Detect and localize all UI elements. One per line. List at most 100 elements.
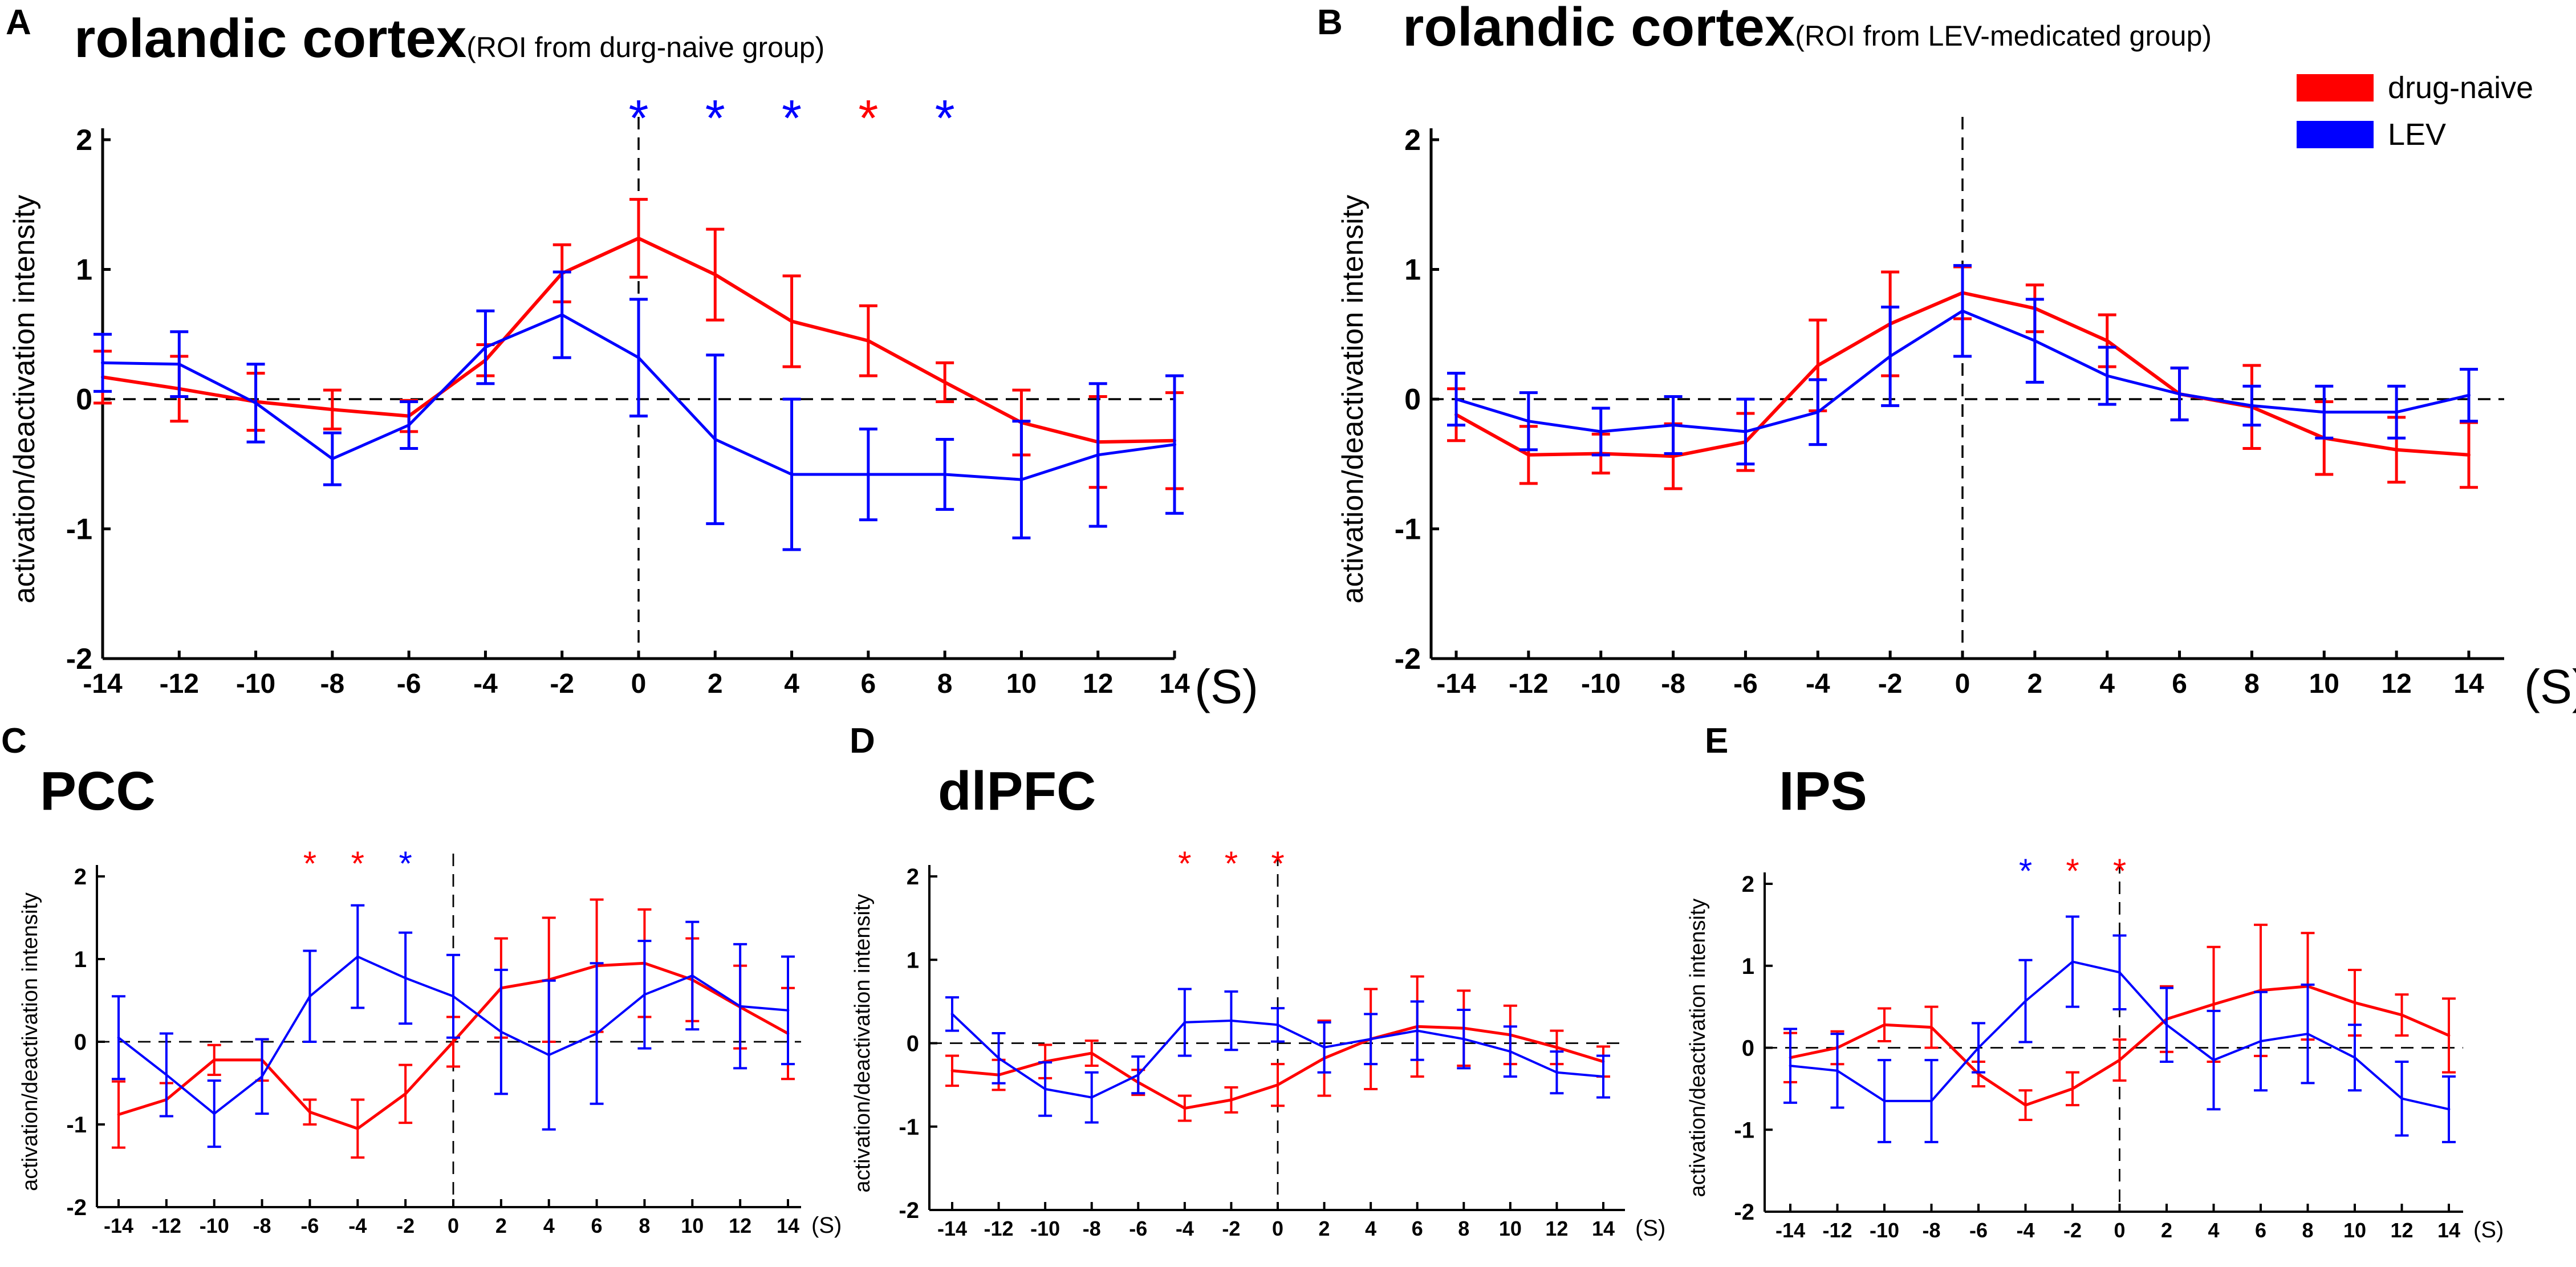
panel-a-series-lev-point [1019, 478, 1023, 482]
panel-a-significance-star: * [705, 90, 725, 147]
panel-b-series-drug-naive-point [2395, 448, 2399, 452]
panel-d-x-tick-label: 14 [1592, 1217, 1615, 1240]
panel-b-y-tick-label: -2 [1395, 643, 1421, 676]
panel-c-title: PCC [40, 761, 156, 822]
panel-a-x-tick-label: 0 [631, 669, 647, 699]
panel-d-series-lev-point [1602, 1075, 1605, 1078]
panel-a-series-lev-point [330, 457, 334, 461]
panel-a-series-drug-naive-point [713, 273, 717, 277]
panel-d-series-lev-point [1369, 1037, 1372, 1041]
panel-b-series-lev-point [2177, 392, 2181, 396]
panel-b-series-lev-point [2322, 410, 2326, 414]
panel-b-x-tick-label: 4 [2099, 669, 2115, 699]
panel-b-series-drug-naive-point [1526, 453, 1530, 457]
panel-e-x-tick-label: 6 [2255, 1219, 2266, 1242]
panel-d-y-tick-label: -1 [899, 1115, 919, 1140]
panel-d-series-drug-naive-point [950, 1069, 954, 1073]
panel-b-x-unit: (S) [2524, 660, 2576, 713]
panel-c-x-tick-label: -12 [152, 1214, 181, 1237]
panel-e-series-lev-point [2165, 1023, 2168, 1026]
panel-e-x-tick-label: -4 [2016, 1219, 2034, 1242]
panel-c-significance-star: * [303, 844, 316, 883]
panel-d-series-lev-point [1555, 1071, 1558, 1074]
panel-b-x-tick-label: 0 [1955, 669, 1970, 699]
panel-a-series-lev-point [1173, 442, 1176, 446]
panel-e-series-lev-point [1789, 1064, 1792, 1067]
panel-d-x-tick-label: -2 [1222, 1217, 1240, 1240]
panel-c-y-tick-label: 2 [74, 864, 87, 890]
panel-c-x-tick-label: -2 [396, 1214, 415, 1237]
panel-a-x-tick-label: -14 [83, 669, 123, 699]
panel-c-series-lev-point [786, 1009, 790, 1012]
panel-c-series-lev-point [595, 1032, 598, 1035]
panel-c-series-lev-point [356, 955, 359, 959]
panel-a-x-tick-label: -2 [550, 669, 574, 699]
panel-c-series-lev-point [499, 1030, 503, 1033]
panel-e-series-drug-naive-point [2118, 1058, 2121, 1062]
panel-e-x-tick-label: -6 [1969, 1219, 1988, 1242]
panel-c-significance-star: * [351, 844, 364, 883]
panel-e-y-tick-label: 0 [1742, 1036, 1754, 1061]
panel-b-y-tick-label: 1 [1404, 254, 1421, 287]
panel-d-y-tick-label: 0 [907, 1032, 919, 1057]
panel-a-series-lev-point [637, 356, 640, 360]
panel-d-series-lev-point [1509, 1050, 1512, 1053]
panel-a-series-lev-point [254, 401, 258, 405]
panel-e-series-lev-point [2353, 1056, 2356, 1059]
panel-e-x-tick-label: -10 [1870, 1219, 1899, 1242]
panel-a-series-drug-naive-point [330, 408, 334, 412]
panel-e-series-lev-point [2071, 960, 2074, 963]
panel-letter-d: D [850, 721, 875, 761]
panel-letter-a: A [6, 3, 31, 42]
panel-e-series-lev-point [1930, 1099, 1933, 1103]
panel-d-series-drug-naive-point [1276, 1083, 1279, 1087]
panel-a-y-tick-label: 0 [76, 383, 92, 416]
panel-b-series-lev-point [1961, 309, 1964, 313]
panel-d-x-unit: (S) [1635, 1216, 1665, 1241]
panel-a-significance-star: * [782, 90, 802, 147]
panel-b-series-drug-naive-point [1671, 454, 1675, 458]
panel-c-y-tick-label: 1 [74, 947, 87, 972]
panel-a-x-tick-label: 12 [1083, 669, 1113, 699]
panel-a-y-axis-label: activation/deactivation intensity [8, 195, 41, 604]
panel-b-series-lev-point [2467, 393, 2471, 397]
panel-b-x-tick-label: 12 [2381, 669, 2411, 699]
panel-c-series-lev-point [690, 974, 694, 977]
panel-a-x-tick-label: 6 [861, 669, 876, 699]
panel-b-series-drug-naive-point [2105, 339, 2109, 343]
panel-d-x-tick-label: -8 [1083, 1217, 1101, 1240]
panel-d-series-lev-point [1183, 1021, 1187, 1024]
panel-d-series-lev-point [1090, 1096, 1094, 1099]
panel-c-x-tick-label: -14 [104, 1214, 133, 1237]
panel-c-x-tick-label: -8 [253, 1214, 271, 1237]
panel-a-x-tick-label: -10 [236, 669, 275, 699]
panel-a-y-tick-label: -2 [66, 643, 92, 676]
panel-b-series-lev-point [1454, 397, 1458, 401]
panel-b-x-tick-label: 6 [2172, 669, 2187, 699]
panel-a: A rolandic cortex(ROI from durg-naive gr… [6, 3, 1258, 713]
panel-d-x-tick-label: -14 [937, 1217, 967, 1240]
panel-a-x-unit: (S) [1194, 660, 1258, 713]
panel-b-x-tick-label: -8 [1661, 669, 1685, 699]
panel-d-series-lev-point [1043, 1087, 1047, 1091]
panel-a-subtitle: (ROI from durg-naive group) [466, 31, 824, 63]
panel-c-x-tick-label: 4 [543, 1214, 555, 1237]
panel-d-series-lev-point [1276, 1023, 1279, 1026]
panel-e-series-drug-naive-point [2353, 1001, 2356, 1004]
panel-e-y-tick-label: -1 [1734, 1118, 1754, 1143]
panel-b-x-tick-label: -12 [1509, 669, 1548, 699]
panel-c-y-tick-label: -2 [66, 1195, 87, 1220]
panel-d-x-tick-label: -10 [1030, 1217, 1060, 1240]
panel-d-x-tick-label: -6 [1129, 1217, 1147, 1240]
panel-e-x-tick-label: 14 [2437, 1219, 2460, 1242]
panel-e-series-drug-naive-point [2212, 1002, 2215, 1006]
panel-e-series-lev-point [2118, 970, 2121, 974]
panel-c-x-tick-label: 6 [591, 1214, 603, 1237]
panel-c-x-tick-label: 2 [495, 1214, 507, 1237]
panel-c-series-drug-naive-point [404, 1092, 407, 1095]
panel-d-significance-star: * [1178, 844, 1191, 883]
panel-d-x-tick-label: 2 [1319, 1217, 1330, 1240]
panel-letter-c: C [1, 721, 27, 761]
panel-a-x-tick-label: 10 [1006, 669, 1037, 699]
